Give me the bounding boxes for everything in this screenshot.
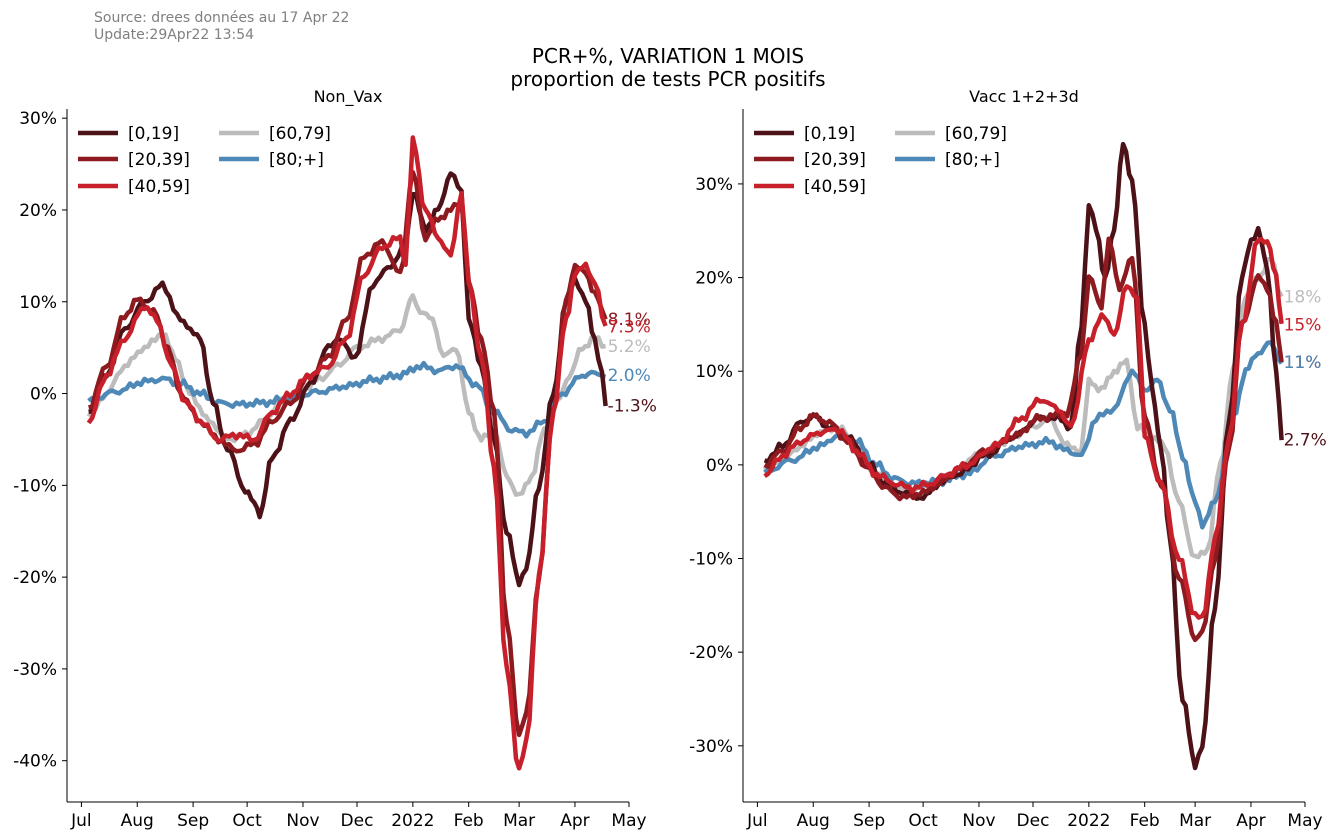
legend: [0,19] [20,39] [40,59] [60,79] [80;+]: [754, 124, 1007, 197]
x-tick-label: Sep: [177, 811, 209, 831]
x-tick-label: Dec: [341, 811, 374, 831]
x-tick-label: Dec: [1017, 811, 1050, 831]
x-tick-label: Mar: [1179, 811, 1211, 831]
series-end-label: 7.3%: [608, 318, 651, 338]
series-end-label: 8.1%: [608, 310, 651, 330]
legend-label: [40,59]: [128, 177, 190, 197]
series-end-label: 11%: [1284, 353, 1322, 373]
x-tick-label: Apr: [1236, 811, 1265, 831]
x-tick-label: Apr: [560, 811, 589, 831]
x-tick-label: 2022: [391, 811, 434, 831]
series-end-label: 2.7%: [1284, 431, 1327, 451]
x-tick-label: Aug: [121, 811, 154, 831]
series-end-label: 5.2%: [608, 337, 651, 357]
legend-label: [0,19]: [804, 124, 855, 144]
x-tick-label: Feb: [1130, 811, 1160, 831]
series-line: [86, 293, 606, 497]
legend-label: [80;+]: [945, 150, 1000, 170]
chart-panel-2: Vacc 1+2+3d 30% 20% 10% 0% -10% -20% -30% Jul Aug…: [689, 87, 1327, 831]
series-end-label: 15%: [1284, 315, 1322, 335]
legend-label: [20,39]: [804, 150, 866, 170]
legend-label: [0,19]: [128, 124, 179, 144]
x-tick-label: Jul: [746, 811, 768, 831]
x-tick-label: Nov: [962, 811, 995, 831]
series-line: [86, 135, 608, 771]
x-tick-label: Aug: [797, 811, 830, 831]
y-tick-label: -20%: [689, 643, 733, 663]
legend-label: [60,79]: [945, 124, 1007, 144]
series-line: [763, 236, 1284, 620]
chart-panel-1: Non_Vax 30% 20% 10% 0% -10% -20% -30% -40% Jul Aug…: [13, 87, 657, 831]
y-tick-label: 10%: [19, 293, 57, 313]
y-tick-label: 0%: [706, 456, 733, 476]
x-tick-label: Nov: [286, 811, 319, 831]
y-tick-label: 20%: [695, 269, 733, 289]
series-line: [762, 256, 1284, 560]
y-tick-label: 30%: [19, 109, 57, 129]
x-tick-label: May: [611, 811, 646, 831]
panel-title: Vacc 1+2+3d: [969, 87, 1079, 106]
legend-label: [80;+]: [269, 150, 324, 170]
figure-subtitle: proportion de tests PCR positifs: [510, 67, 826, 91]
update-note: Update:29Apr22 13:54: [94, 27, 255, 43]
y-tick-label: -20%: [13, 568, 57, 588]
figure-title: PCR+%, VARIATION 1 MOIS: [531, 44, 805, 68]
y-tick-label: -10%: [689, 550, 733, 570]
series-end-label: 2.0%: [608, 366, 651, 386]
y-tick-label: -30%: [13, 660, 57, 680]
y-tick-label: 30%: [695, 175, 733, 195]
y-tick-label: 20%: [19, 201, 57, 221]
series-line: [763, 236, 1284, 643]
y-tick-label: -10%: [13, 476, 57, 496]
y-tick-label: -30%: [689, 737, 733, 757]
x-tick-label: 2022: [1067, 811, 1110, 831]
legend-label: [40,59]: [804, 177, 866, 197]
legend-label: [60,79]: [269, 124, 331, 144]
series-line: [87, 360, 607, 439]
x-tick-label: Mar: [503, 811, 535, 831]
y-tick-label: -40%: [13, 752, 57, 772]
x-tick-label: Oct: [908, 811, 938, 831]
series-line: [763, 141, 1284, 771]
series-end-label: -1.3%: [608, 396, 657, 416]
legend: [0,19] [20,39] [40,59] [60,79] [80;+]: [78, 124, 331, 197]
x-tick-label: May: [1287, 811, 1322, 831]
series-end-label: 11%: [1284, 353, 1322, 373]
source-note: Source: drees données au 17 Apr 22: [94, 10, 350, 26]
series-line: [88, 169, 608, 738]
y-tick-label: 0%: [30, 385, 57, 405]
legend-label: [20,39]: [128, 150, 190, 170]
x-tick-label: Feb: [454, 811, 484, 831]
series-end-label: 18%: [1284, 287, 1322, 307]
x-tick-label: Sep: [853, 811, 885, 831]
x-tick-label: Jul: [70, 811, 92, 831]
panel-title: Non_Vax: [314, 87, 383, 107]
series-line: [88, 171, 608, 588]
y-tick-label: 10%: [695, 362, 733, 382]
x-tick-label: Oct: [232, 811, 262, 831]
